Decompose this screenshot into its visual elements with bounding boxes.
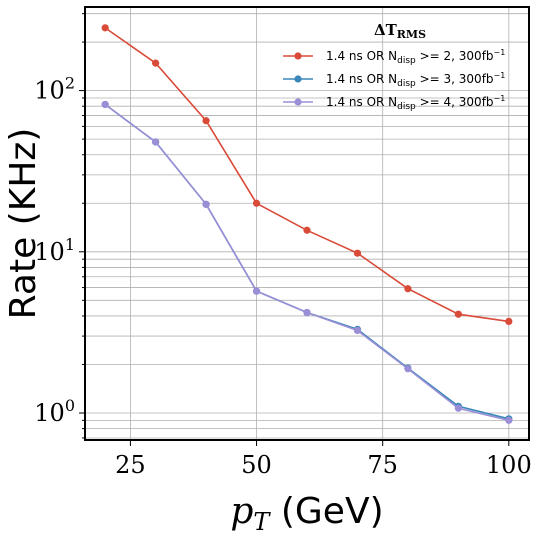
grid [85,7,529,440]
data-point [252,199,261,207]
data-point [454,310,462,318]
y-tick-label: 102 [34,74,75,105]
y-tick-label: 101 [34,235,75,266]
series-line [104,103,509,422]
data-point [505,317,513,326]
data-point [202,117,210,125]
data-point [101,100,109,109]
x-tick-label: 50 [241,451,272,479]
data-point [353,326,362,335]
series-2 [101,100,513,423]
data-point [404,285,412,293]
data-point [303,226,311,234]
x-axis-label: pT (GeV) [230,491,383,536]
x-tick-label: 100 [486,451,532,479]
series-line [104,103,509,420]
legend-marker [294,98,302,106]
legend-item: 1.4 ns OR Ndisp >= 4, 300fb−1 [283,94,505,112]
data-point [152,138,160,146]
data-point [404,365,412,373]
axis-ticks [79,13,510,446]
data-point [252,287,261,295]
plot-frame [84,6,530,441]
legend-label: 1.4 ns OR Ndisp >= 3, 300fb−1 [326,71,505,89]
data-point [101,24,109,32]
series-3 [101,100,513,424]
data-point [202,200,210,208]
legend-item: 1.4 ns OR Ndisp >= 2, 300fb−1 [283,48,505,66]
data-point [303,308,311,317]
x-tick-label: 75 [367,451,398,479]
legend-marker [294,52,302,60]
series-group [101,24,513,424]
data-point [353,249,362,257]
legend-label: 1.4 ns OR Ndisp >= 2, 300fb−1 [326,48,505,66]
y-tick-label: 100 [34,396,75,427]
legend-title: ΔTRMS [374,21,426,41]
x-tick-label: 25 [115,451,146,479]
legend-label: 1.4 ns OR Ndisp >= 4, 300fb−1 [326,94,505,112]
legend: ΔTRMS 1.4 ns OR Ndisp >= 2, 300fb−1 1.4 n… [283,21,505,112]
legend-item: 1.4 ns OR Ndisp >= 3, 300fb−1 [283,71,505,89]
data-point [454,404,462,412]
legend-marker [294,75,302,83]
tick-labels: 25 50 75 100 100 101 102 [34,74,531,479]
y-axis-label: Rate (KHz) [3,128,44,320]
data-point [152,59,160,67]
data-point [505,416,513,424]
series-1 [101,24,513,326]
